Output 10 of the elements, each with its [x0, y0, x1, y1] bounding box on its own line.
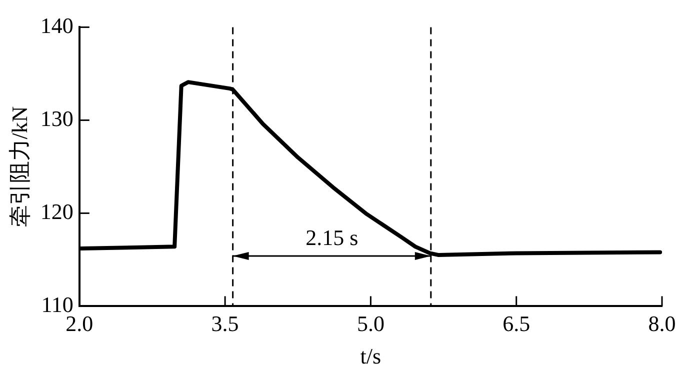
y-tick-label: 120 — [40, 198, 74, 224]
x-tick-label: 3.5 — [211, 311, 239, 336]
y-tick-label: 130 — [40, 106, 74, 131]
x-tick-label: 6.5 — [502, 311, 530, 336]
x-tick-label: 8.0 — [648, 311, 676, 336]
y-tick-label: 140 — [40, 12, 74, 38]
x-axis-title: t/s — [360, 344, 382, 369]
y-axis-title: 牵引阻力/kN — [6, 106, 32, 228]
x-tick-label: 5.0 — [356, 311, 384, 336]
annotation: 2.15 s — [306, 224, 358, 250]
